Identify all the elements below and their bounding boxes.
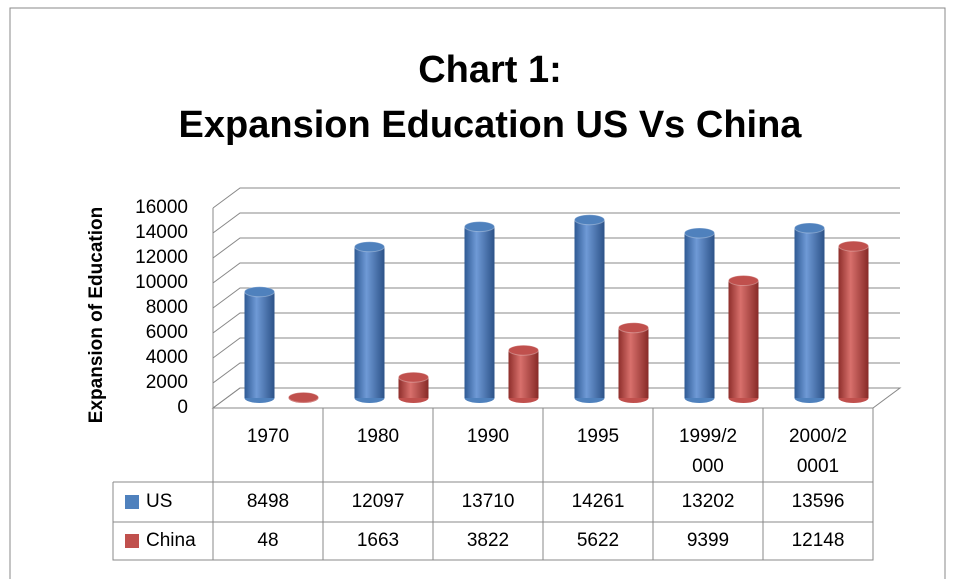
grid-line <box>212 362 900 384</box>
bar-cap <box>244 286 275 298</box>
bar-cap <box>354 241 385 253</box>
table-value: 12148 <box>792 530 845 551</box>
y-tick-label: 12000 <box>135 247 188 268</box>
label-line: 0001 <box>797 456 839 477</box>
bar-cap <box>838 240 869 252</box>
bar-cap <box>398 371 429 383</box>
y-tick-label: 10000 <box>135 272 188 293</box>
legend-key <box>125 534 139 548</box>
grid-line <box>212 312 900 334</box>
table-value: 13710 <box>462 491 515 512</box>
legend-label: China <box>146 530 196 551</box>
y-tick-label: 4000 <box>146 347 188 368</box>
bar-cap <box>794 222 825 234</box>
bar-cap <box>288 391 319 403</box>
bar <box>728 280 759 398</box>
label-line: 1999/2 <box>679 426 737 447</box>
bar <box>618 327 649 398</box>
y-tick-label: 0 <box>177 397 188 418</box>
table-value: 9399 <box>687 530 729 551</box>
bar <box>508 350 539 398</box>
x-tick-label: 1970 <box>247 426 289 447</box>
bar <box>398 377 429 398</box>
bar-cap <box>728 275 759 287</box>
x-tick-label: 2000/2 0001 <box>789 426 847 477</box>
bar <box>684 232 715 398</box>
table-value: 5622 <box>577 530 619 551</box>
label-line: 1990 <box>467 426 509 447</box>
bar-cap <box>684 227 715 239</box>
table-value: 3822 <box>467 530 509 551</box>
y-tick-label: 2000 <box>146 372 188 393</box>
table-value: 8498 <box>247 491 289 512</box>
label-line: 1970 <box>247 426 289 447</box>
bar <box>464 226 495 398</box>
bar <box>838 246 869 398</box>
grid-line <box>212 212 900 234</box>
table-value: 12097 <box>352 491 405 512</box>
x-tick-label: 1995 <box>577 426 619 447</box>
bar-cap <box>508 344 539 356</box>
bar-cap <box>574 214 605 226</box>
table-value: 1663 <box>357 530 399 551</box>
bar <box>794 228 825 398</box>
y-tick-label: 6000 <box>146 322 188 343</box>
grid-line <box>212 237 900 259</box>
x-tick-label: 1990 <box>467 426 509 447</box>
y-tick-label: 16000 <box>135 197 188 218</box>
bar <box>244 291 275 398</box>
y-tick-label: 8000 <box>146 297 188 318</box>
table-value: 13202 <box>682 491 735 512</box>
legend-label: US <box>146 491 172 512</box>
label-line: 000 <box>692 456 724 477</box>
bar-cap <box>618 322 649 334</box>
chart-title: Chart 1: <box>418 49 562 91</box>
label-line: 1980 <box>357 426 399 447</box>
grid-line <box>212 387 900 409</box>
table-value: 13596 <box>792 491 845 512</box>
chart-subtitle: Expansion Education US Vs China <box>179 104 803 146</box>
x-tick-label: 1980 <box>357 426 399 447</box>
grid-line <box>212 262 900 284</box>
bar <box>574 219 605 398</box>
y-axis-label: Expansion of Education <box>86 207 107 423</box>
label-line: 2000/2 <box>789 426 847 447</box>
table-value: 48 <box>257 530 278 551</box>
bar-cap <box>464 221 495 233</box>
grid-line <box>212 287 900 309</box>
x-tick-label: 1999/2 000 <box>679 426 737 477</box>
table-value: 14261 <box>572 491 625 512</box>
grid-line <box>212 337 900 359</box>
table-rule <box>112 482 213 561</box>
y-tick-label: 14000 <box>135 222 188 243</box>
frame <box>9 7 946 579</box>
bar <box>354 246 385 398</box>
label-line: 1995 <box>577 426 619 447</box>
legend-key <box>125 495 139 509</box>
grid-line <box>212 187 900 209</box>
